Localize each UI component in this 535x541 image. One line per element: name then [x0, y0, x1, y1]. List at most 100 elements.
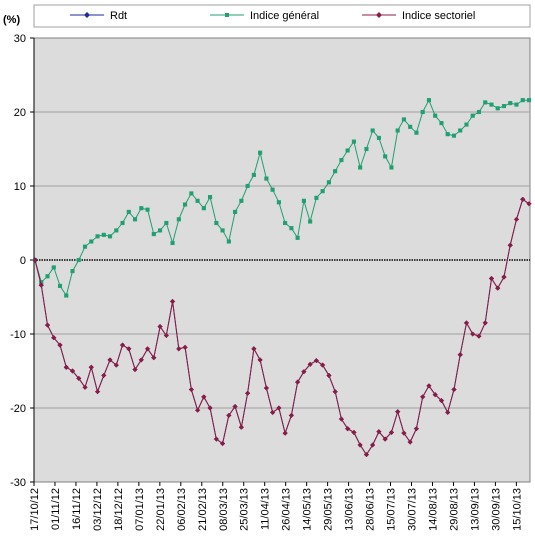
series-1-point-72 [483, 100, 488, 105]
series-2-point-44 [307, 361, 313, 367]
series-2-point-2 [44, 322, 51, 328]
series-2-point-59 [401, 430, 407, 436]
x-tick-label-18: 30/07/13 [407, 488, 419, 531]
series-2-point-50 [345, 426, 351, 432]
series-2-point-28 [207, 405, 213, 411]
series-1-point-42 [295, 235, 300, 240]
x-tick-label-9: 08/03/13 [218, 488, 230, 531]
series-2-point-61 [413, 426, 420, 432]
legend-item-0: Rdt [70, 10, 127, 22]
x-tick-label-7: 06/02/13 [176, 488, 188, 531]
series-1-point-22 [170, 240, 175, 246]
series-2-point-62 [420, 394, 426, 400]
series-2-point-39 [276, 405, 282, 411]
series-1-point-47 [326, 180, 331, 185]
series-2-point-56 [382, 436, 388, 442]
legend-label-0: Rdt [110, 10, 127, 22]
series-line-2 [34, 198, 530, 456]
series-1-point-20 [158, 228, 163, 233]
y-tick-label-2: -10 [10, 329, 26, 341]
y-tick-label-4: 10 [14, 181, 26, 193]
series-1-point-67 [451, 133, 457, 138]
series-2-point-21 [163, 332, 169, 339]
series-1-point-64 [433, 113, 438, 118]
series-1-point-15 [126, 209, 131, 214]
x-tick-label-2: 16/11/12 [71, 488, 83, 530]
series-1-point-61 [414, 130, 419, 135]
series-2-point-69 [463, 320, 470, 326]
series-1-point-55 [376, 135, 381, 140]
series-1-point-13 [114, 228, 119, 233]
series-1-point-35 [251, 172, 256, 177]
series-2-point-38 [269, 409, 276, 416]
x-tick-label-17: 15/07/13 [386, 488, 398, 531]
series-1-point-14 [120, 220, 125, 226]
series-2-point-55 [376, 429, 382, 435]
series-1-point-33 [239, 198, 244, 203]
series-2-point-52 [357, 442, 363, 448]
series-2-point-63 [426, 383, 432, 389]
series-2-point-79 [526, 201, 532, 207]
series-2-point-71 [476, 333, 482, 339]
series-2-point-70 [470, 331, 476, 337]
y-tick-label-5: 20 [14, 107, 26, 119]
series-2-point-68 [457, 352, 463, 358]
series-2-point-29 [213, 436, 219, 442]
series-2-point-11 [101, 372, 107, 379]
series-1-point-30 [220, 228, 225, 233]
series-1-point-29 [214, 220, 219, 226]
x-tick-label-11: 11/04/13 [260, 488, 272, 530]
series-1-point-70 [470, 113, 475, 118]
series-2-point-13 [113, 362, 119, 368]
series-2-point-30 [219, 440, 226, 447]
series-1-point-36 [258, 150, 263, 155]
series-2-point-34 [244, 390, 251, 396]
series-1-point-50 [345, 148, 350, 153]
series-2-point-6 [69, 368, 76, 374]
series-2-point-22 [169, 298, 176, 305]
series-1-point-2 [45, 274, 50, 279]
series-1-point-37 [264, 176, 269, 181]
series-2-point-37 [263, 385, 270, 391]
series-1-point-46 [320, 189, 325, 194]
series-1-point-78 [520, 98, 525, 103]
series-2-point-23 [176, 346, 182, 352]
series-2-point-51 [351, 429, 357, 436]
series-1-point-31 [226, 239, 231, 244]
series-2-point-40 [282, 430, 288, 436]
series-1-point-44 [308, 219, 313, 224]
series-2-point-9 [88, 364, 94, 370]
series-2-point-12 [107, 357, 113, 363]
x-tick-label-14: 29/05/13 [323, 488, 335, 531]
series-2 [32, 196, 532, 458]
series-2-point-5 [63, 364, 69, 370]
series-1-point-24 [183, 202, 188, 207]
legend-label-1: Indice général [250, 10, 319, 22]
series-1-point-40 [283, 220, 288, 226]
series-2-point-65 [438, 397, 445, 404]
series-1-point-25 [189, 191, 194, 196]
series-1-point-38 [270, 187, 275, 192]
series-1-point-79 [526, 98, 532, 103]
series-1-point-68 [458, 128, 463, 133]
series-2-point-43 [301, 369, 307, 375]
series-2-point-15 [126, 346, 132, 352]
series-2-point-78 [520, 196, 526, 202]
series-2-point-58 [395, 409, 401, 415]
series-1-point-74 [495, 106, 500, 111]
series-1-point-66 [445, 132, 450, 137]
series-2-point-45 [313, 357, 320, 364]
x-tick-label-6: 22/01/13 [155, 488, 167, 531]
series-2-point-18 [144, 346, 151, 352]
series-1-point-56 [383, 154, 388, 159]
legend-marker-0 [84, 12, 90, 18]
series-2-point-49 [338, 416, 345, 422]
series-2-point-60 [407, 439, 413, 445]
series-1 [32, 98, 532, 298]
y-tick-label-1: -20 [10, 403, 26, 415]
series-1-point-4 [57, 283, 63, 288]
x-tick-label-4: 18/12/12 [113, 488, 125, 531]
series-1-point-5 [64, 293, 69, 298]
series-1-point-18 [145, 207, 150, 212]
